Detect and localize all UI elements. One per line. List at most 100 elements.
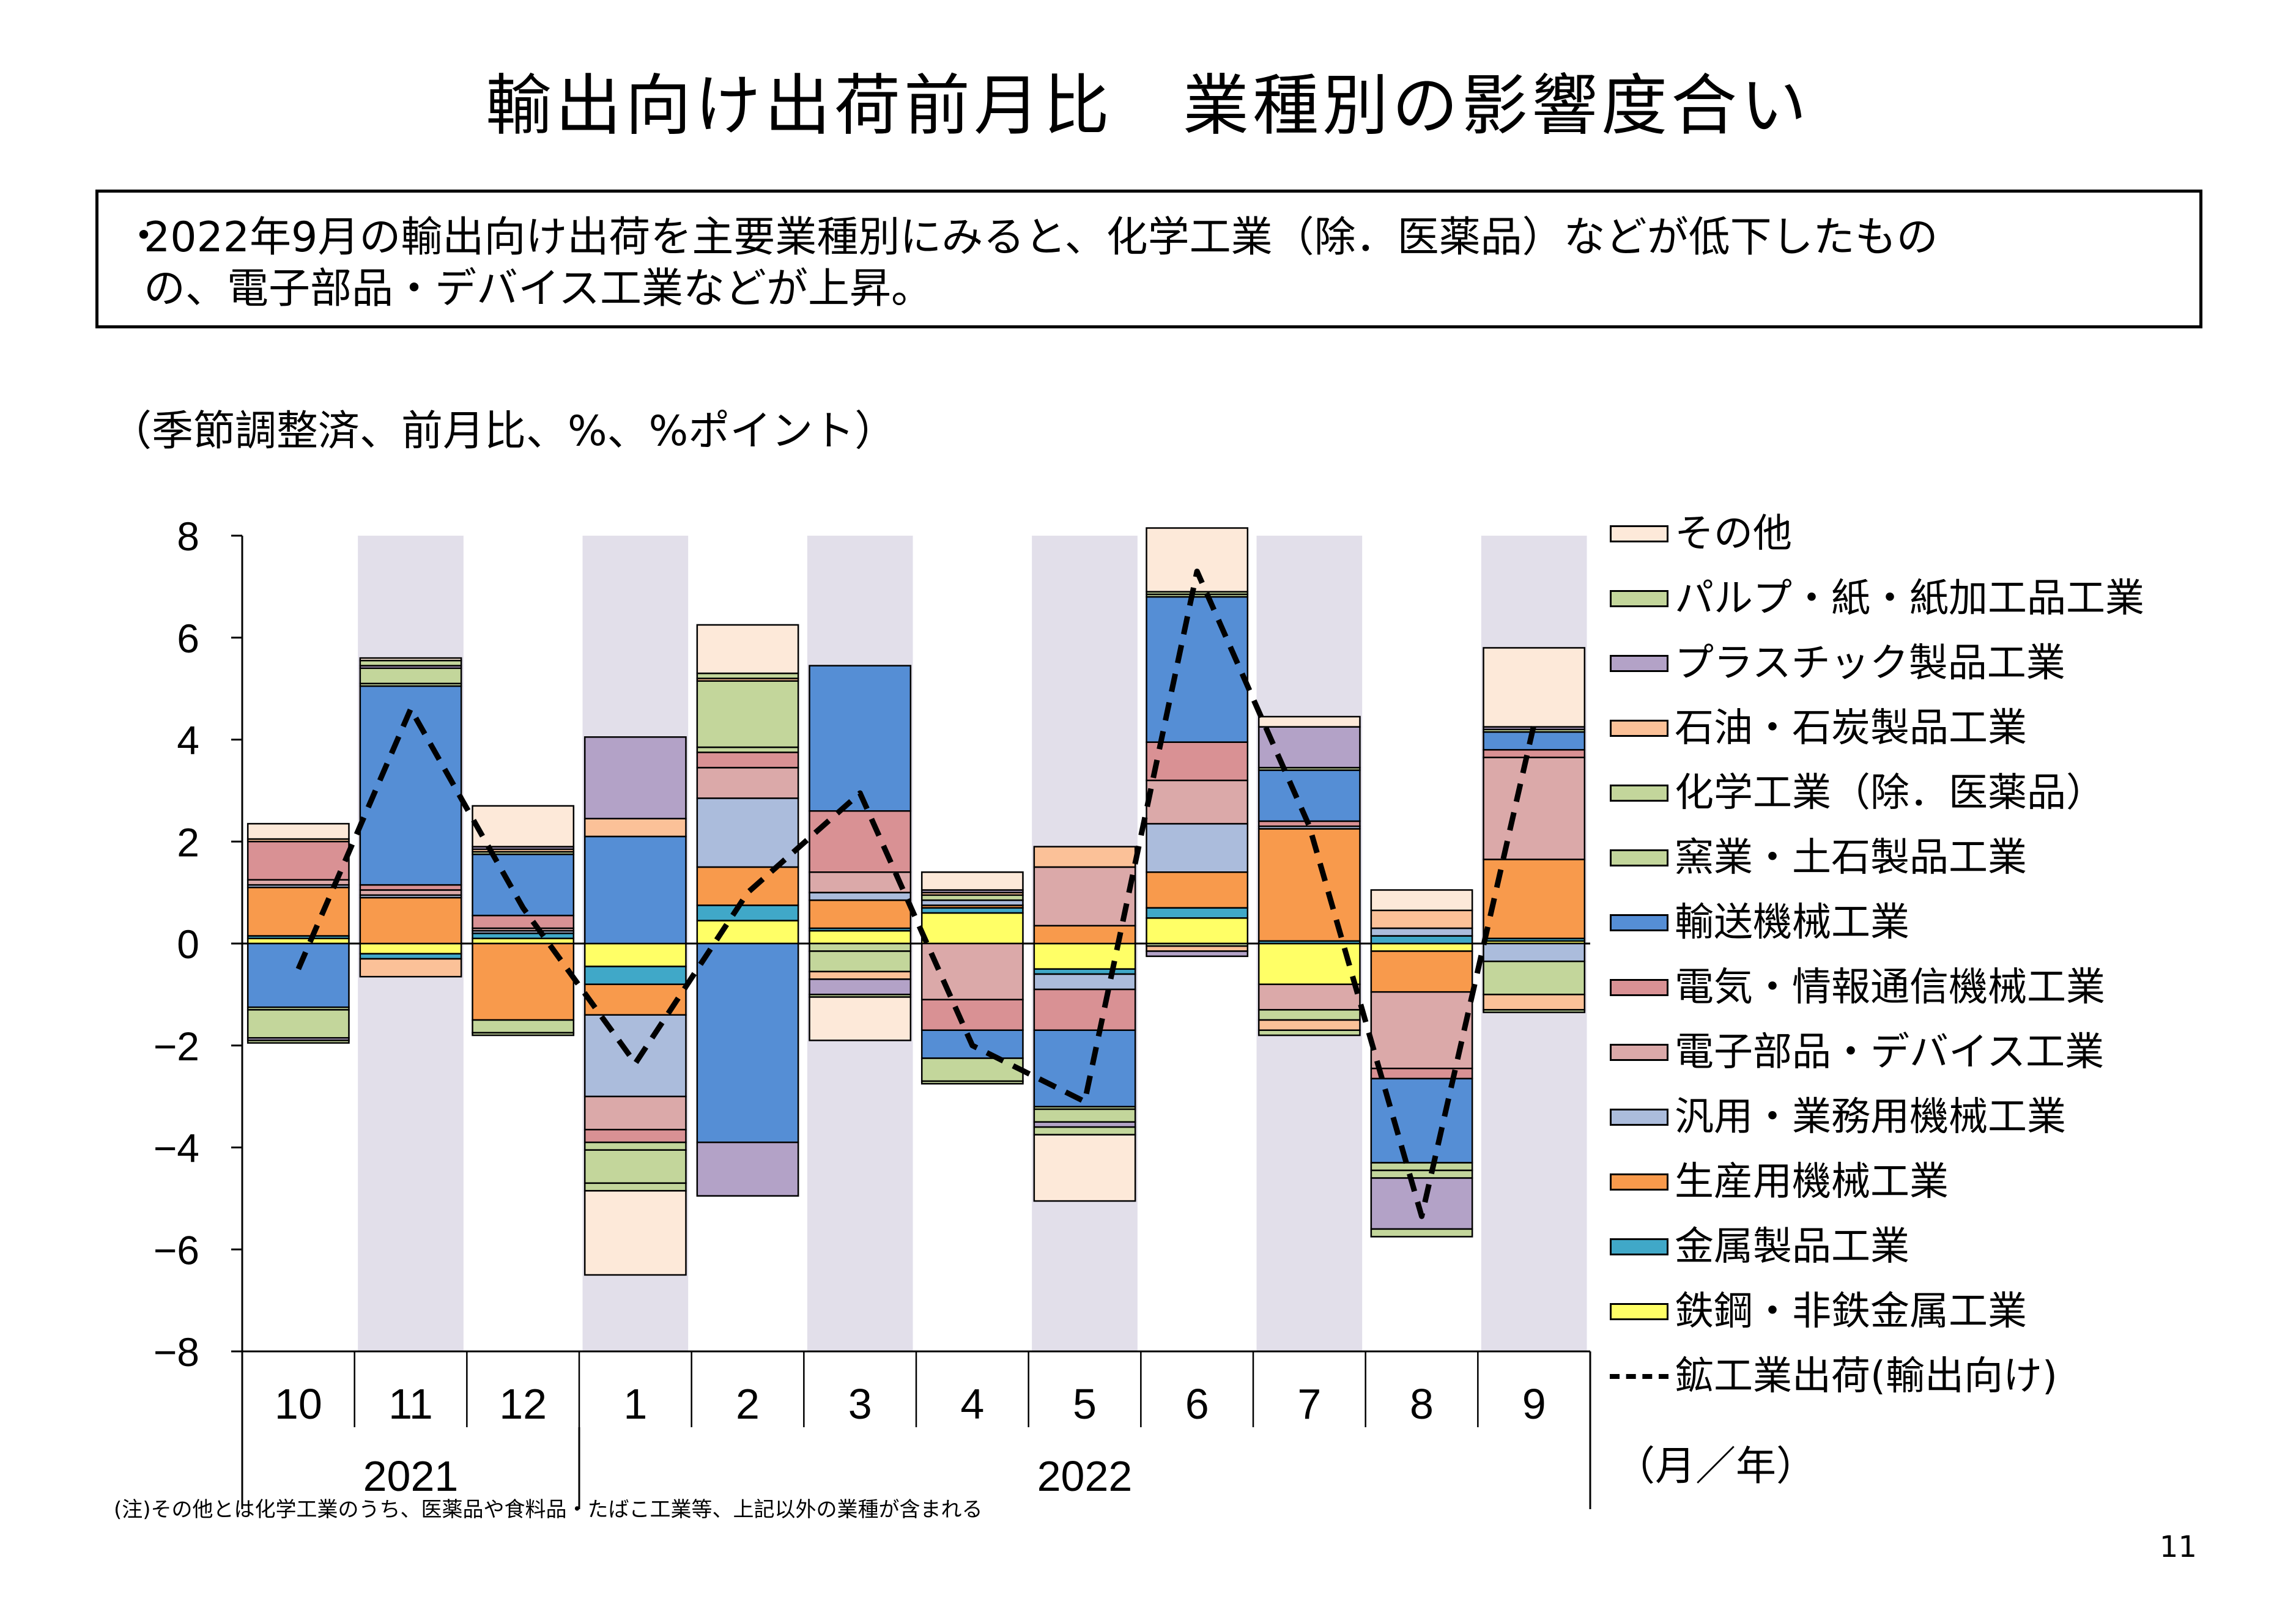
bar-segment-4-8	[920, 1057, 1024, 1082]
bar-segment-8-0	[1370, 942, 1473, 952]
bar-segment-5-4	[1033, 866, 1136, 927]
bar-segment-3-9	[809, 970, 912, 980]
unit-note: （季節調整済、前月比、%、%ポイント）	[110, 407, 897, 456]
bar-segment-8-9	[1370, 909, 1473, 929]
bar-segment-12-12	[472, 805, 575, 848]
bar-segment-2-11	[696, 672, 799, 679]
bar-segment-4-4	[920, 942, 1024, 1000]
bar-segment-6-4	[1146, 779, 1249, 825]
bar-segment-1-9	[583, 818, 687, 838]
y-tick-label: 6	[177, 616, 199, 661]
bar-segment-2-5	[696, 752, 799, 769]
bar-segment-7-9	[1257, 1019, 1361, 1031]
bar-segment-4-3	[920, 899, 1024, 906]
bar-segment-8-4	[1370, 991, 1473, 1069]
legend-label: 汎用・業務用機械工業	[1675, 1095, 2066, 1140]
x-tick-label: 10	[275, 1380, 322, 1428]
legend-label: パルプ・紙・紙加工品工業	[1675, 576, 2144, 621]
bar-segment-6-5	[1146, 741, 1249, 781]
bar-segment-11-11	[359, 660, 462, 667]
legend-item-line: 鉱工業出荷(輸出向け)	[1610, 1349, 2057, 1404]
bar-segment-3-3	[809, 892, 912, 901]
bar-segment-2-4	[696, 767, 799, 799]
y-tick-label: 2	[177, 819, 199, 865]
bar-segment-1-4	[583, 1095, 687, 1131]
bar-segment-8-2	[1370, 950, 1473, 993]
bar-segment-7-2	[1257, 828, 1361, 942]
legend-label: 化学工業（除．医薬品）	[1675, 770, 2105, 816]
legend-item: 金属製品工業	[1610, 1219, 1909, 1274]
legend-item: その他	[1610, 506, 1792, 561]
bar-segment-10-0	[246, 937, 350, 945]
bar-segment-4-12	[920, 871, 1024, 891]
legend-item: 輸送機械工業	[1610, 895, 1909, 950]
y-tick-label: 8	[177, 514, 199, 559]
bar-segment-3-0	[809, 929, 912, 945]
bar-segment-2-10	[696, 1141, 799, 1197]
bar-segment-7-8	[1257, 1009, 1361, 1021]
bar-segment-4-7	[920, 894, 1024, 901]
bar-segment-2-2	[696, 866, 799, 906]
bar-segment-2-8	[696, 680, 799, 748]
bar-segment-9-11	[1483, 1009, 1586, 1013]
bar-segment-2-0	[696, 920, 799, 945]
x-tick-label: 11	[388, 1380, 433, 1428]
x-tick-label: 9	[1522, 1380, 1546, 1428]
x-tick-label: 2	[736, 1380, 760, 1428]
bar-segment-1-3	[583, 1014, 687, 1098]
bar-segment-6-12	[1146, 527, 1249, 593]
bar-segment-5-8	[1033, 1108, 1136, 1123]
bar-segment-5-5	[1033, 988, 1136, 1031]
bar-segment-6-1	[1146, 907, 1249, 919]
legend-swatch	[1610, 655, 1668, 672]
bar-segment-1-5	[583, 1129, 687, 1143]
bar-segment-8-11	[1370, 1228, 1473, 1238]
y-tick-label: −2	[154, 1024, 199, 1069]
summary-text: 2022年9月の輸出向け出荷を主要業種別にみると、化学工業（除．医薬品）などが低…	[144, 213, 1938, 313]
footnote: (注)その他とは化学工業のうち、医薬品や食料品・たばこ工業等、上記以外の業種が含…	[114, 1498, 983, 1522]
y-tick-label: −8	[154, 1329, 199, 1375]
legend-swatch	[1610, 1303, 1668, 1320]
axis-unit-label: （月／年）	[1615, 1443, 1816, 1490]
legend-swatch	[1610, 849, 1668, 866]
legend-dashed-line	[1610, 1374, 1668, 1379]
legend-label: 生産用機械工業	[1675, 1159, 1949, 1205]
bar-segment-10-6	[246, 942, 350, 1008]
y-tick-label: −4	[154, 1126, 199, 1171]
bar-segment-1-7	[583, 1141, 687, 1151]
summary-box: ・ 2022年9月の輸出向け出荷を主要業種別にみると、化学工業（除．医薬品）など…	[95, 190, 2202, 328]
bar-segment-11-0	[359, 942, 462, 955]
legend-swatch	[1610, 785, 1668, 802]
bar-segment-3-12	[809, 996, 912, 1041]
legend-item: 窯業・土石製品工業	[1610, 830, 2027, 885]
bar-segment-6-0	[1146, 917, 1249, 945]
bar-segment-2-12	[696, 624, 799, 674]
bar-segment-11-5	[359, 884, 462, 891]
bar-segment-9-2	[1483, 859, 1586, 939]
bar-segment-7-11	[1257, 1029, 1361, 1036]
legend-swatch	[1610, 720, 1668, 737]
bar-segment-9-12	[1483, 647, 1586, 728]
bar-segment-5-11	[1033, 1126, 1136, 1136]
legend-swatch	[1610, 979, 1668, 996]
legend-label: プラスチック製品工業	[1675, 641, 2065, 686]
bar-segment-8-10	[1370, 1177, 1473, 1230]
bar-segment-5-6	[1033, 1029, 1136, 1108]
bar-segment-6-3	[1146, 822, 1249, 873]
bar-segment-11-4	[359, 889, 462, 896]
legend-label: 窯業・土石製品工業	[1675, 835, 2027, 881]
bar-segment-8-7	[1370, 1162, 1473, 1172]
bar-segment-6-9	[1146, 945, 1249, 952]
bar-segment-4-11	[920, 1080, 1024, 1085]
x-tick-label: 3	[848, 1380, 872, 1428]
y-tick-label: 4	[177, 718, 199, 763]
legend-label: 電気・情報通信機械工業	[1675, 965, 2105, 1010]
bar-segment-2-1	[696, 904, 799, 922]
x-tick-label: 8	[1410, 1380, 1434, 1428]
bar-segment-7-10	[1257, 726, 1361, 769]
bar-segment-5-10	[1033, 1121, 1136, 1128]
legend-item: 鉄鋼・非鉄金属工業	[1610, 1284, 2027, 1339]
page-number: 11	[2159, 1530, 2197, 1564]
bar-segment-10-12	[246, 822, 350, 840]
bar-segment-5-1	[1033, 968, 1136, 975]
